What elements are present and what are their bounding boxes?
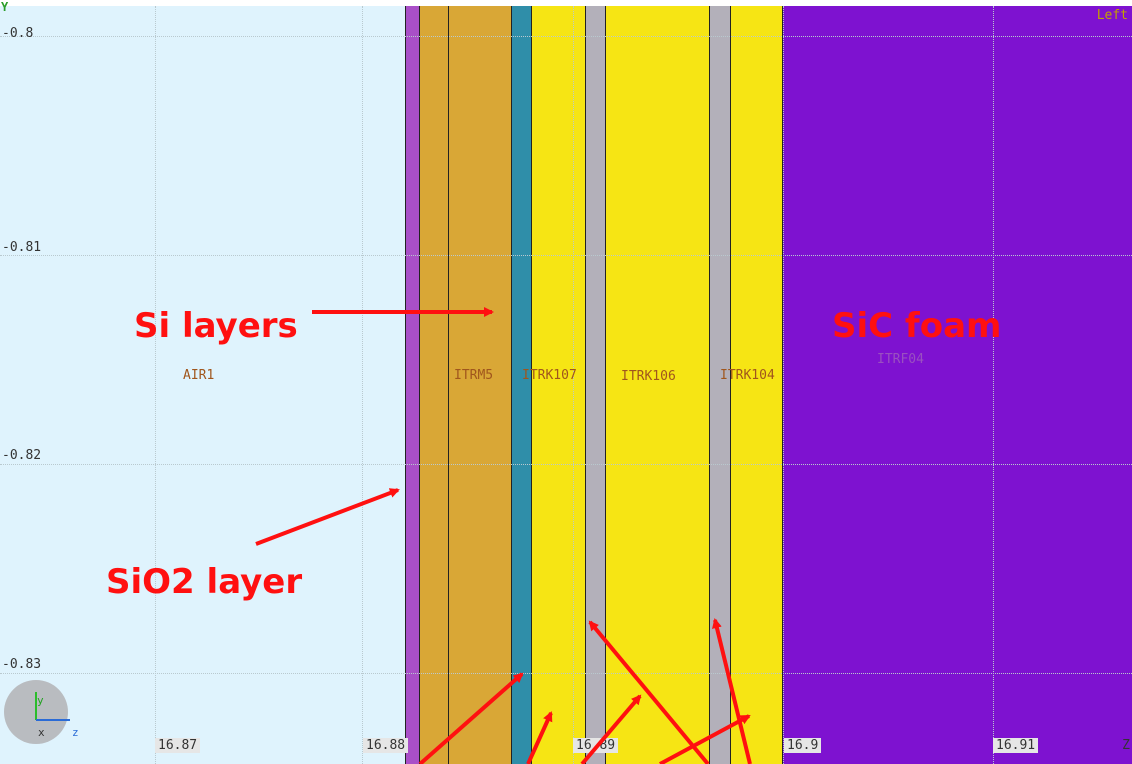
y-tick-label: -0.8 bbox=[2, 26, 34, 41]
x-tick-label: 16.88 bbox=[363, 738, 409, 753]
x-tick-label: 16.89 bbox=[573, 738, 619, 753]
volume-label-itrf04: ITRF04 bbox=[877, 352, 924, 367]
grid-line-h bbox=[0, 36, 1132, 37]
x-tick-label: 16.91 bbox=[993, 738, 1039, 753]
sic-foam-band bbox=[782, 6, 1132, 764]
mount-layer-band bbox=[419, 6, 448, 764]
orientation-gizmo[interactable]: y x z bbox=[4, 680, 79, 744]
gizmo-z-label: z bbox=[72, 726, 79, 739]
axis-triad-icon bbox=[35, 692, 70, 721]
y-tick-label: -0.82 bbox=[2, 448, 42, 463]
volume-label-itrk107: ITRK107 bbox=[522, 368, 577, 383]
grid-line-v bbox=[573, 6, 574, 764]
z-axis-letter: Z bbox=[1122, 738, 1130, 753]
volume-label-itrm5: ITRM5 bbox=[454, 368, 494, 383]
sio2-layer-band bbox=[405, 6, 419, 764]
grid-line-v bbox=[993, 6, 994, 764]
annotation-sic-foam: SiC foam bbox=[832, 306, 1002, 346]
geometry-viewport[interactable]: AIR1 ITRM5 ITRK107 ITRK106 ITRK104 ITRF0… bbox=[0, 6, 1132, 764]
view-label: Left bbox=[1096, 8, 1128, 23]
itrk104-layer-band bbox=[730, 6, 782, 764]
gizmo-x-label: x bbox=[38, 726, 45, 739]
itrm5-layer-band bbox=[448, 6, 511, 764]
grid-line-h bbox=[0, 255, 1132, 256]
volume-label-itrk106: ITRK106 bbox=[621, 369, 676, 384]
y-axis-letter: Y bbox=[1, 0, 9, 14]
itrk106-layer-band bbox=[605, 6, 709, 764]
grid-line-h bbox=[0, 464, 1132, 465]
kapton-layer-band-2 bbox=[709, 6, 730, 764]
grid-line-v bbox=[362, 6, 363, 764]
grid-line-v bbox=[155, 6, 156, 764]
volume-label-itrk104: ITRK104 bbox=[720, 368, 775, 383]
y-tick-label: -0.83 bbox=[2, 657, 42, 672]
kapton-layer-band-1 bbox=[585, 6, 605, 764]
itrk107-layer-band bbox=[531, 6, 585, 764]
gizmo-y-label: y bbox=[37, 694, 44, 707]
y-tick-label: -0.81 bbox=[2, 240, 42, 255]
grid-line-h bbox=[0, 673, 1132, 674]
grid-line-v bbox=[783, 6, 784, 764]
volume-label-air1: AIR1 bbox=[183, 368, 215, 383]
x-tick-label: 16.9 bbox=[784, 738, 822, 753]
annotation-si-layers: Si layers bbox=[134, 306, 298, 346]
x-tick-label: 16.87 bbox=[155, 738, 201, 753]
annotation-sio2-layer: SiO2 layer bbox=[106, 562, 303, 602]
si-layer-band bbox=[511, 6, 531, 764]
